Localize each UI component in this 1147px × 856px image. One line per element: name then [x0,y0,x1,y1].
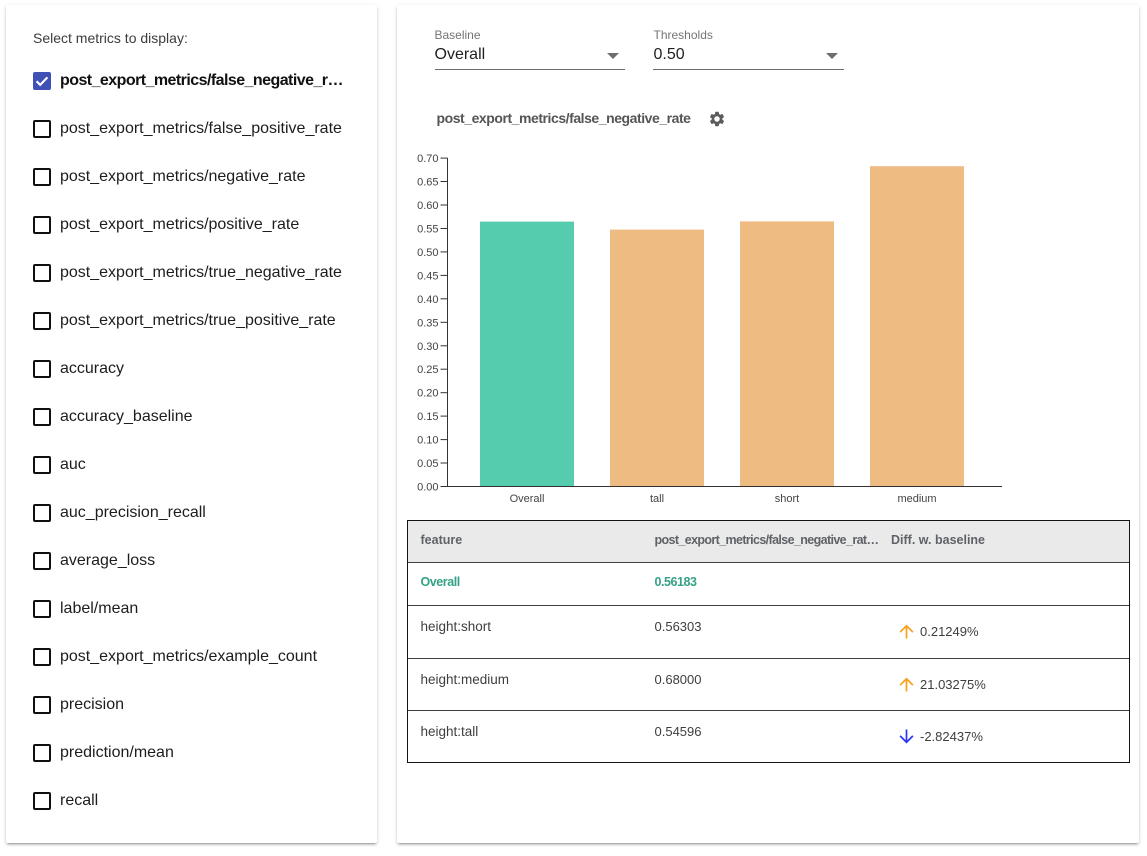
svg-text:0.05: 0.05 [417,458,438,470]
svg-text:Overall: Overall [510,493,545,505]
svg-text:0.25: 0.25 [417,364,438,376]
svg-text:0.35: 0.35 [417,317,438,329]
svg-text:0.45: 0.45 [417,270,438,282]
svg-text:0.15: 0.15 [417,411,438,423]
svg-text:0.60: 0.60 [417,200,438,212]
svg-text:0.65: 0.65 [417,176,438,188]
svg-text:tall: tall [650,493,664,505]
svg-text:0.00: 0.00 [417,481,438,493]
svg-text:short: short [775,493,799,505]
svg-text:0.50: 0.50 [417,246,438,258]
svg-text:0.20: 0.20 [417,387,438,399]
svg-text:0.55: 0.55 [417,223,438,235]
svg-text:0.70: 0.70 [417,153,438,165]
svg-text:medium: medium [897,493,936,505]
svg-text:0.30: 0.30 [417,340,438,352]
svg-text:0.40: 0.40 [417,293,438,305]
svg-text:0.10: 0.10 [417,434,438,446]
